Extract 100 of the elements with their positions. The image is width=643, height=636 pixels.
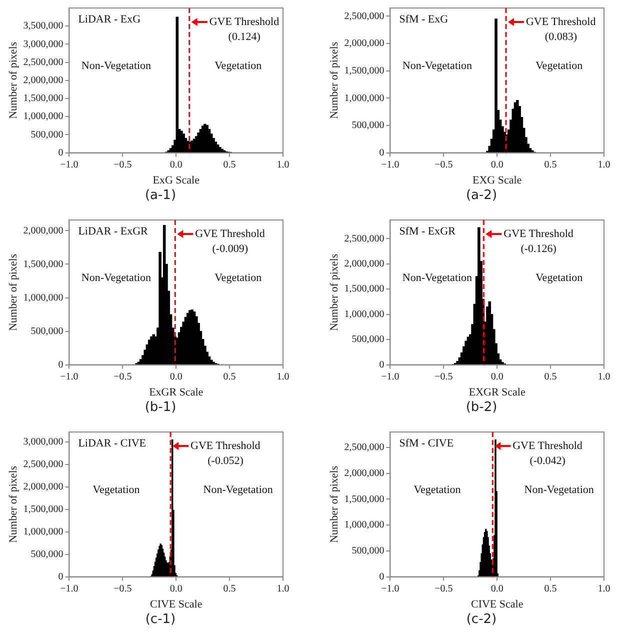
annotation: Vegetation [536,272,584,284]
x-tick-label: 1.0 [276,159,290,170]
y-axis-title: Number of pixels [7,254,20,331]
y-tick-label: 3,500,000 [23,20,64,32]
y-tick-label: 3,000,000 [23,436,64,448]
text: (a-2) [464,188,498,203]
y-tick-label: 1,500,000 [23,504,64,515]
y-tick-label: 1,000,000 [344,520,384,531]
text: SfM - ExGR [399,225,456,238]
annotation: Vegetation [92,484,140,496]
y-tick-label: 0 [379,571,384,582]
x-tick-label: −0.5 [114,583,132,594]
x-tick-label: 0.0 [170,159,182,170]
y-tick-label: 500,000 [30,129,64,140]
x-tick-label: −0.5 [434,583,453,594]
y-tick-label: 2,000,000 [344,38,384,50]
annotation: Non-Vegetation [203,484,274,496]
x-tick-label: 0.5 [544,159,557,170]
x-tick-label: −0.5 [434,371,453,382]
x-axis-title: ExGR Scale [149,386,204,398]
x-tick-label: −1.0 [381,583,400,594]
x-tick-label: 0.5 [223,159,236,170]
x-tick-label: −0.5 [114,159,132,170]
x-axis-title: EXGR Scale [468,386,526,398]
x-tick-label: −1.0 [381,159,400,170]
ref-line-label: GVE Threshold (-0.052) [190,440,261,467]
y-tick-label: 1,500,000 [23,258,64,270]
text: LiDAR - ExGR [78,225,149,238]
y-tick-label: 1,000,000 [23,292,64,304]
y-tick-label: 1,500,000 [344,284,384,295]
y-tick-label: 500,000 [30,326,64,337]
y-tick-label: 2,500,000 [344,233,384,244]
x-tick-label: −1.0 [381,371,400,382]
annotation: Non-Vegetation [524,484,594,496]
y-tick-label: 0 [58,147,64,158]
y-axis-title: Number of pixels [7,42,20,119]
y-tick-label: 2,000,000 [23,225,64,236]
y-tick-label: 2,000,000 [23,481,64,492]
ref-line-label: GVE Threshold (-0.009) [195,228,266,255]
text: (a-1) [144,188,178,203]
text: SfM - CIVE [399,437,454,450]
y-tick-label: 500,000 [30,548,64,560]
ref-line-label: GVE Threshold (0.083) [526,16,596,43]
annotation: Non-Vegetation [81,272,152,284]
y-tick-label: 0 [379,147,384,158]
annotation: Vegetation [536,60,584,72]
x-tick-label: 0.0 [490,159,504,170]
y-axis-title: Number of pixels [328,466,340,543]
y-tick-label: 500,000 [352,334,384,346]
text: (c-1) [144,612,177,627]
y-tick-label: 2,500,000 [344,10,384,22]
x-tick-label: 1.0 [598,371,610,382]
x-axis-title: CIVE Scale [470,598,524,610]
y-tick-label: 0 [379,359,384,370]
x-tick-label: −1.0 [60,371,78,382]
y-tick-label: 2,000,000 [344,258,384,270]
y-tick-label: 1,000,000 [23,111,64,122]
x-axis-title: EXG Scale [472,174,522,186]
y-tick-label: 500,000 [352,546,384,557]
annotation: Non-Vegetation [402,60,473,72]
text: (b-1) [144,400,178,415]
y-tick-label: 0 [58,571,64,582]
annotation: Vegetation [414,484,462,496]
text: LiDAR - ExG [78,13,141,26]
annotation: Vegetation [214,272,262,284]
ref-line-label: GVE Threshold (-0.042) [512,440,583,467]
x-tick-label: 0.5 [544,583,557,594]
y-tick-label: 1,500,000 [344,65,384,76]
y-axis-title: Number of pixels [328,42,340,119]
x-axis-title: CIVE Scale [150,598,202,610]
y-tick-label: 1,000,000 [23,526,64,538]
y-tick-label: 1,000,000 [344,92,384,104]
y-tick-label: 2,500,000 [23,56,64,68]
x-tick-label: 1.0 [276,371,290,382]
y-tick-label: 2,500,000 [344,442,384,454]
y-tick-label: 1,500,000 [344,494,384,505]
text: LiDAR - CIVE [78,437,146,450]
x-tick-label: 0.0 [170,371,182,382]
x-tick-label: 1.0 [598,583,610,594]
y-tick-label: 2,500,000 [23,459,64,470]
y-tick-label: 2,000,000 [344,468,384,479]
x-tick-label: −1.0 [60,159,78,170]
x-tick-label: 0.5 [544,371,557,382]
y-axis-title: Number of pixels [7,466,20,543]
x-tick-label: 0.5 [223,371,236,382]
y-tick-label: 1,500,000 [23,93,64,104]
y-tick-label: 0 [58,359,64,370]
x-tick-label: 0.0 [170,583,182,594]
annotation: Vegetation [214,60,262,72]
x-tick-label: −1.0 [60,583,78,594]
ref-line-label: GVE Threshold (-0.126) [504,228,574,255]
x-tick-label: −0.5 [434,159,453,170]
y-tick-label: 500,000 [352,120,384,132]
x-tick-label: −0.5 [114,371,132,382]
y-axis-title: Number of pixels [328,254,340,331]
x-tick-label: 1.0 [598,159,610,170]
ref-line-label: GVE Threshold (0.124) [209,16,280,43]
annotation: Non-Vegetation [81,60,152,72]
y-tick-label: 3,000,000 [23,38,64,50]
text: (b-2) [464,400,498,415]
